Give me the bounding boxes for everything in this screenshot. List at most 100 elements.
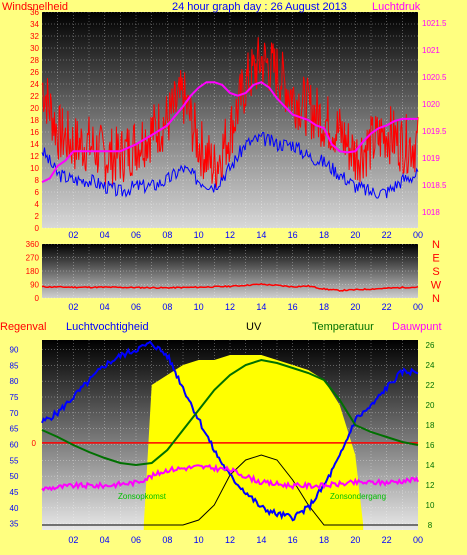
pressure-tick-label: 1020 — [422, 100, 440, 109]
direction-x-tick-label: 16 — [288, 302, 298, 312]
climate-x-tick-label: 04 — [100, 535, 110, 545]
humidity-tick-label: 60 — [10, 441, 19, 450]
temperature-tick-label: 8 — [428, 521, 433, 530]
humidity-tick-label: 90 — [10, 346, 19, 355]
wind-x-tick-label: 14 — [256, 230, 266, 240]
temperature-tick-label: 26 — [426, 341, 435, 350]
climate-x-tick-label: 22 — [382, 535, 392, 545]
direction-x-tick-label: 04 — [100, 302, 110, 312]
wind-tick-label: 24 — [30, 80, 39, 89]
wind-average-series — [41, 131, 419, 199]
compass-label: W — [431, 280, 442, 292]
direction-x-tick-label: 02 — [68, 302, 78, 312]
direction-tick-label: 360 — [26, 240, 40, 249]
wind-tick-label: 30 — [30, 44, 39, 53]
wind-tick-label: 20 — [30, 104, 39, 113]
pressure-tick-label: 1020.5 — [422, 73, 447, 82]
climate-x-tick-label: 06 — [131, 535, 141, 545]
wind-tick-label: 36 — [30, 8, 39, 17]
wind-tick-label: 4 — [35, 200, 40, 209]
pressure-tick-label: 1019 — [422, 154, 440, 163]
temperature-tick-label: 14 — [426, 461, 435, 470]
pressure-tick-label: 1019.5 — [422, 127, 447, 136]
compass-label: N — [432, 239, 440, 251]
climate-x-tick-label: 10 — [194, 535, 204, 545]
temperature-legend: Temperatuur — [312, 321, 374, 333]
humidity-tick-label: 85 — [10, 361, 19, 370]
wind-x-tick-label: 10 — [194, 230, 204, 240]
wind-x-tick-label: 12 — [225, 230, 235, 240]
climate-x-tick-label: 02 — [68, 535, 78, 545]
direction-x-tick-label: 00 — [413, 302, 423, 312]
wind-tick-label: 26 — [30, 68, 39, 77]
wind-direction-series — [41, 282, 419, 292]
wind-x-tick-label: 22 — [382, 230, 392, 240]
sunrise-label: Zonsopkomst — [118, 492, 167, 501]
wind-x-tick-label: 08 — [162, 230, 172, 240]
wind-tick-label: 6 — [35, 188, 40, 197]
wind-x-tick-label: 20 — [350, 230, 360, 240]
uv-legend: UV — [246, 321, 262, 333]
temperature-tick-label: 22 — [426, 381, 435, 390]
climate-x-tick-label: 00 — [413, 535, 423, 545]
pressure-tick-label: 1018.5 — [422, 181, 447, 190]
direction-tick-label: 270 — [26, 254, 40, 263]
wind-x-tick-label: 06 — [131, 230, 141, 240]
humidity-tick-label: 65 — [10, 425, 19, 434]
wind-tick-label: 10 — [30, 164, 39, 173]
dewpoint-legend: Dauwpunt — [392, 321, 442, 333]
wind-tick-label: 16 — [30, 128, 39, 137]
direction-x-tick-label: 12 — [225, 302, 235, 312]
dewpoint-series — [41, 463, 419, 492]
humidity-legend: Luchtvochtigheid — [66, 321, 149, 333]
humidity-tick-label: 35 — [10, 520, 19, 529]
compass-label: N — [432, 293, 440, 305]
wind-tick-label: 18 — [30, 116, 39, 125]
humidity-tick-label: 75 — [10, 393, 19, 402]
direction-x-tick-label: 08 — [162, 302, 172, 312]
wind-tick-label: 8 — [35, 176, 40, 185]
compass-label: E — [432, 253, 439, 265]
wind-x-tick-label: 18 — [319, 230, 329, 240]
wind-speed-axis-title: Windsnelheid — [2, 1, 69, 13]
wind-tick-label: 32 — [30, 32, 39, 41]
pressure-tick-label: 1018 — [422, 208, 440, 217]
temperature-series — [41, 358, 419, 467]
direction-x-tick-label: 14 — [256, 302, 266, 312]
direction-x-tick-label: 20 — [350, 302, 360, 312]
wind-x-tick-label: 16 — [288, 230, 298, 240]
temperature-tick-label: 12 — [426, 481, 435, 490]
direction-x-tick-label: 18 — [319, 302, 329, 312]
wind-tick-label: 0 — [35, 224, 40, 233]
direction-tick-label: 90 — [30, 281, 39, 290]
wind-gust-series — [41, 37, 419, 190]
wind-tick-label: 12 — [30, 152, 39, 161]
humidity-series — [41, 340, 419, 522]
pressure-axis-title: Luchtdruk — [372, 1, 421, 13]
wind-tick-label: 14 — [30, 140, 39, 149]
rain-axis-title: Regenval — [0, 321, 47, 333]
humidity-tick-label: 80 — [10, 377, 19, 386]
climate-x-tick-label: 12 — [225, 535, 235, 545]
direction-x-tick-label: 10 — [194, 302, 204, 312]
uv-series — [42, 454, 418, 526]
temperature-tick-label: 16 — [426, 441, 435, 450]
wind-tick-label: 28 — [30, 56, 39, 65]
climate-x-tick-label: 08 — [162, 535, 172, 545]
rain-tick-label: 0 — [32, 439, 37, 448]
wind-x-tick-label: 00 — [413, 230, 423, 240]
wind-tick-label: 34 — [30, 20, 39, 29]
pressure-tick-label: 1021 — [422, 46, 440, 55]
climate-x-tick-label: 16 — [288, 535, 298, 545]
climate-x-tick-label: 20 — [350, 535, 360, 545]
temperature-tick-label: 20 — [426, 401, 435, 410]
wind-x-tick-label: 02 — [68, 230, 78, 240]
wind-x-tick-label: 04 — [100, 230, 110, 240]
temperature-tick-label: 10 — [426, 501, 435, 510]
chart-title: 24 hour graph day : 26 August 2013 — [172, 1, 347, 13]
humidity-tick-label: 55 — [10, 456, 19, 465]
direction-tick-label: 180 — [26, 267, 40, 276]
wind-tick-label: 22 — [30, 92, 39, 101]
